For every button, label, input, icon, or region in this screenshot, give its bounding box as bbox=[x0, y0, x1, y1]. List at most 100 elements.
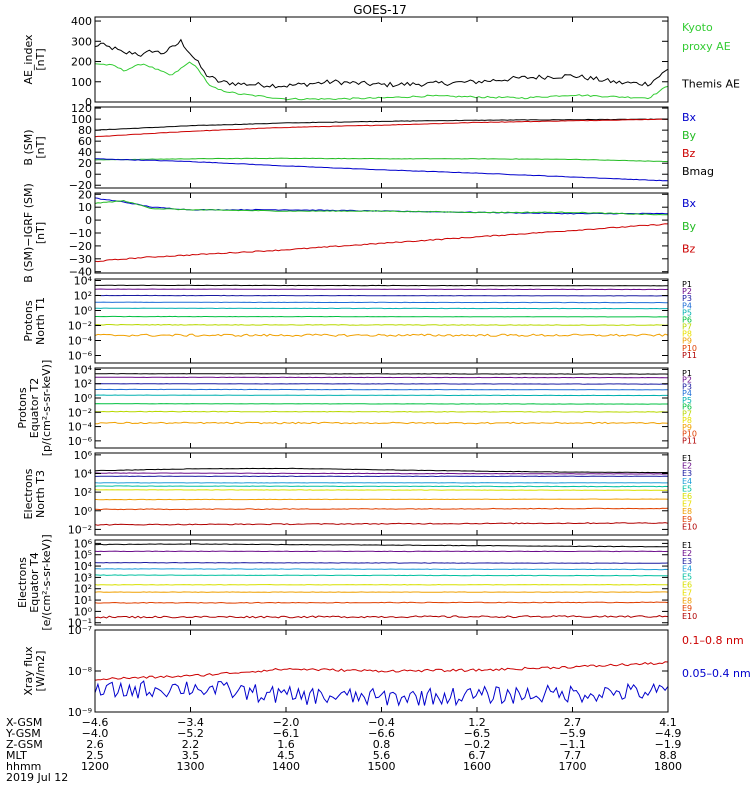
series-line-9 bbox=[95, 522, 668, 526]
panel-8: 10⁻⁷ 10⁻⁸ 10⁻⁹ Xray flux [W/m2] 0.1–0.8 nm 0.0… bbox=[22, 624, 750, 719]
y-tick-label: 10⁻² bbox=[68, 320, 92, 333]
legend-entry: P2 bbox=[682, 287, 692, 296]
legend-entry: E3 bbox=[682, 557, 692, 566]
legend-entry: P4 bbox=[682, 389, 692, 398]
legend-entry: P9 bbox=[682, 337, 692, 346]
legend-entry: E9 bbox=[682, 604, 692, 613]
series-line-2 bbox=[95, 118, 668, 138]
series-group bbox=[95, 467, 668, 526]
x-row-label: MLT bbox=[6, 749, 27, 762]
y-tick-label: 200 bbox=[71, 56, 92, 69]
legend-entry: Bmag bbox=[682, 165, 714, 178]
panel-frame bbox=[94, 539, 669, 626]
legend-entry: E1 bbox=[682, 541, 692, 550]
y-axis-label: [nT] bbox=[34, 222, 47, 244]
series-line-1 bbox=[95, 118, 668, 131]
legend-entry: 0.05–0.4 nm bbox=[682, 667, 750, 680]
legend-entry: E6 bbox=[682, 492, 692, 501]
legend-entry: P4 bbox=[682, 301, 692, 310]
y-tick-label: 10⁻⁴ bbox=[68, 421, 93, 434]
legend-entry: P8 bbox=[682, 330, 692, 339]
y-tick-label: −20 bbox=[69, 179, 92, 192]
y-axis-label: [p/(cm²-s-sr-keV)] bbox=[40, 360, 53, 457]
series-line-9 bbox=[95, 615, 668, 619]
y-axis-label: Protons bbox=[16, 387, 29, 428]
legend-entry: P6 bbox=[682, 315, 692, 324]
x-tick-label: 8.8 bbox=[659, 749, 677, 762]
y-tick-label: 10⁴ bbox=[74, 468, 93, 481]
y-tick-label: 10² bbox=[74, 378, 92, 391]
y-tick-label: 300 bbox=[71, 35, 92, 48]
series-group bbox=[95, 373, 668, 425]
y-tick-label: 10⁻¹ bbox=[68, 617, 92, 630]
series-line-8 bbox=[95, 601, 668, 604]
x-tick-label: 1400 bbox=[272, 760, 300, 773]
y-tick-label: 10⁻⁴ bbox=[68, 335, 93, 348]
series-line-3 bbox=[95, 223, 668, 263]
legend-entry: P3 bbox=[682, 382, 692, 391]
y-axis-label: Electrons bbox=[22, 468, 35, 519]
legend-entry: proxy AE bbox=[682, 40, 731, 53]
series-line-3 bbox=[95, 157, 668, 163]
x-tick-label: −0.2 bbox=[464, 738, 491, 751]
legend-entry: P8 bbox=[682, 416, 692, 425]
series-line-3 bbox=[95, 294, 668, 297]
y-tick-label: 10⁶ bbox=[74, 537, 93, 550]
y-axis-label: North T1 bbox=[34, 297, 47, 345]
x-row-label: X-GSM bbox=[6, 716, 42, 729]
legend-entry: P11 bbox=[682, 436, 697, 445]
x-tick-label: −2.0 bbox=[273, 716, 300, 729]
legend-entry: Bx bbox=[682, 197, 697, 210]
legend-entry: P9 bbox=[682, 423, 692, 432]
legend-entry: By bbox=[682, 129, 697, 142]
panel-frame bbox=[94, 192, 669, 274]
y-axis-label: [nT] bbox=[34, 48, 47, 70]
y-tick-label: 10¹ bbox=[74, 594, 92, 607]
legend-entry: P1 bbox=[682, 280, 692, 289]
legend-entry: E5 bbox=[682, 573, 692, 582]
legend-entry: Bz bbox=[682, 243, 696, 256]
y-tick-label: 10⁻⁹ bbox=[68, 706, 92, 719]
y-tick-label: 120 bbox=[71, 102, 92, 115]
y-tick-label: 20 bbox=[78, 188, 92, 201]
y-axis-label: Electrons bbox=[16, 557, 29, 608]
plot-title: GOES-17 bbox=[353, 3, 407, 17]
series-line-3 bbox=[95, 383, 668, 385]
y-tick-label: 10⁰ bbox=[74, 392, 93, 405]
y-tick-label: 10⁻⁷ bbox=[68, 624, 92, 637]
series-line-1 bbox=[95, 38, 668, 89]
y-tick-label: 10⁴ bbox=[74, 560, 93, 573]
y-tick-label: 10⁴ bbox=[74, 275, 93, 288]
x-tick-label: −4.0 bbox=[82, 727, 109, 740]
x-tick-label: 1300 bbox=[177, 760, 205, 773]
x-tick-label: 4.5 bbox=[277, 749, 295, 762]
y-axis-label: Equator T4 bbox=[28, 552, 41, 612]
panel-frame bbox=[94, 278, 669, 364]
panel-4: 10⁴ 10² 10⁰ 10⁻² 10⁻⁴ 10⁻⁶ Protons North T1 P1P2… bbox=[22, 275, 697, 364]
series-group bbox=[95, 38, 668, 101]
x-row-label: Y-GSM bbox=[5, 727, 41, 740]
legend-entry: E10 bbox=[682, 612, 697, 621]
legend-entry: P10 bbox=[682, 430, 697, 439]
series-line-4 bbox=[95, 388, 668, 391]
legend-entry: E9 bbox=[682, 515, 692, 524]
x-axis-table: X-GSM −4.6 −3.4 −2.0 −0.4 1.2 2.7 4.1 Y-GSM −4.0 −… bbox=[5, 716, 682, 784]
legend-entry: P2 bbox=[682, 376, 692, 385]
x-tick-label: −3.4 bbox=[177, 716, 204, 729]
x-tick-label: −4.9 bbox=[655, 727, 682, 740]
y-axis-label: Protons bbox=[22, 300, 35, 341]
x-tick-label: −5.2 bbox=[177, 727, 204, 740]
x-tick-label: −6.1 bbox=[273, 727, 300, 740]
series-line-6 bbox=[95, 583, 668, 586]
series-group bbox=[95, 197, 668, 263]
x-tick-label: 1.2 bbox=[468, 716, 486, 729]
y-tick-label: 10⁻⁶ bbox=[68, 435, 93, 448]
series-line-2 bbox=[95, 680, 668, 707]
series-line-6 bbox=[95, 315, 668, 318]
legend-entry: Themis AE bbox=[681, 78, 740, 91]
y-tick-label: 400 bbox=[71, 15, 92, 28]
legend-entry: P5 bbox=[682, 396, 692, 405]
legend-entry: E8 bbox=[682, 507, 692, 516]
